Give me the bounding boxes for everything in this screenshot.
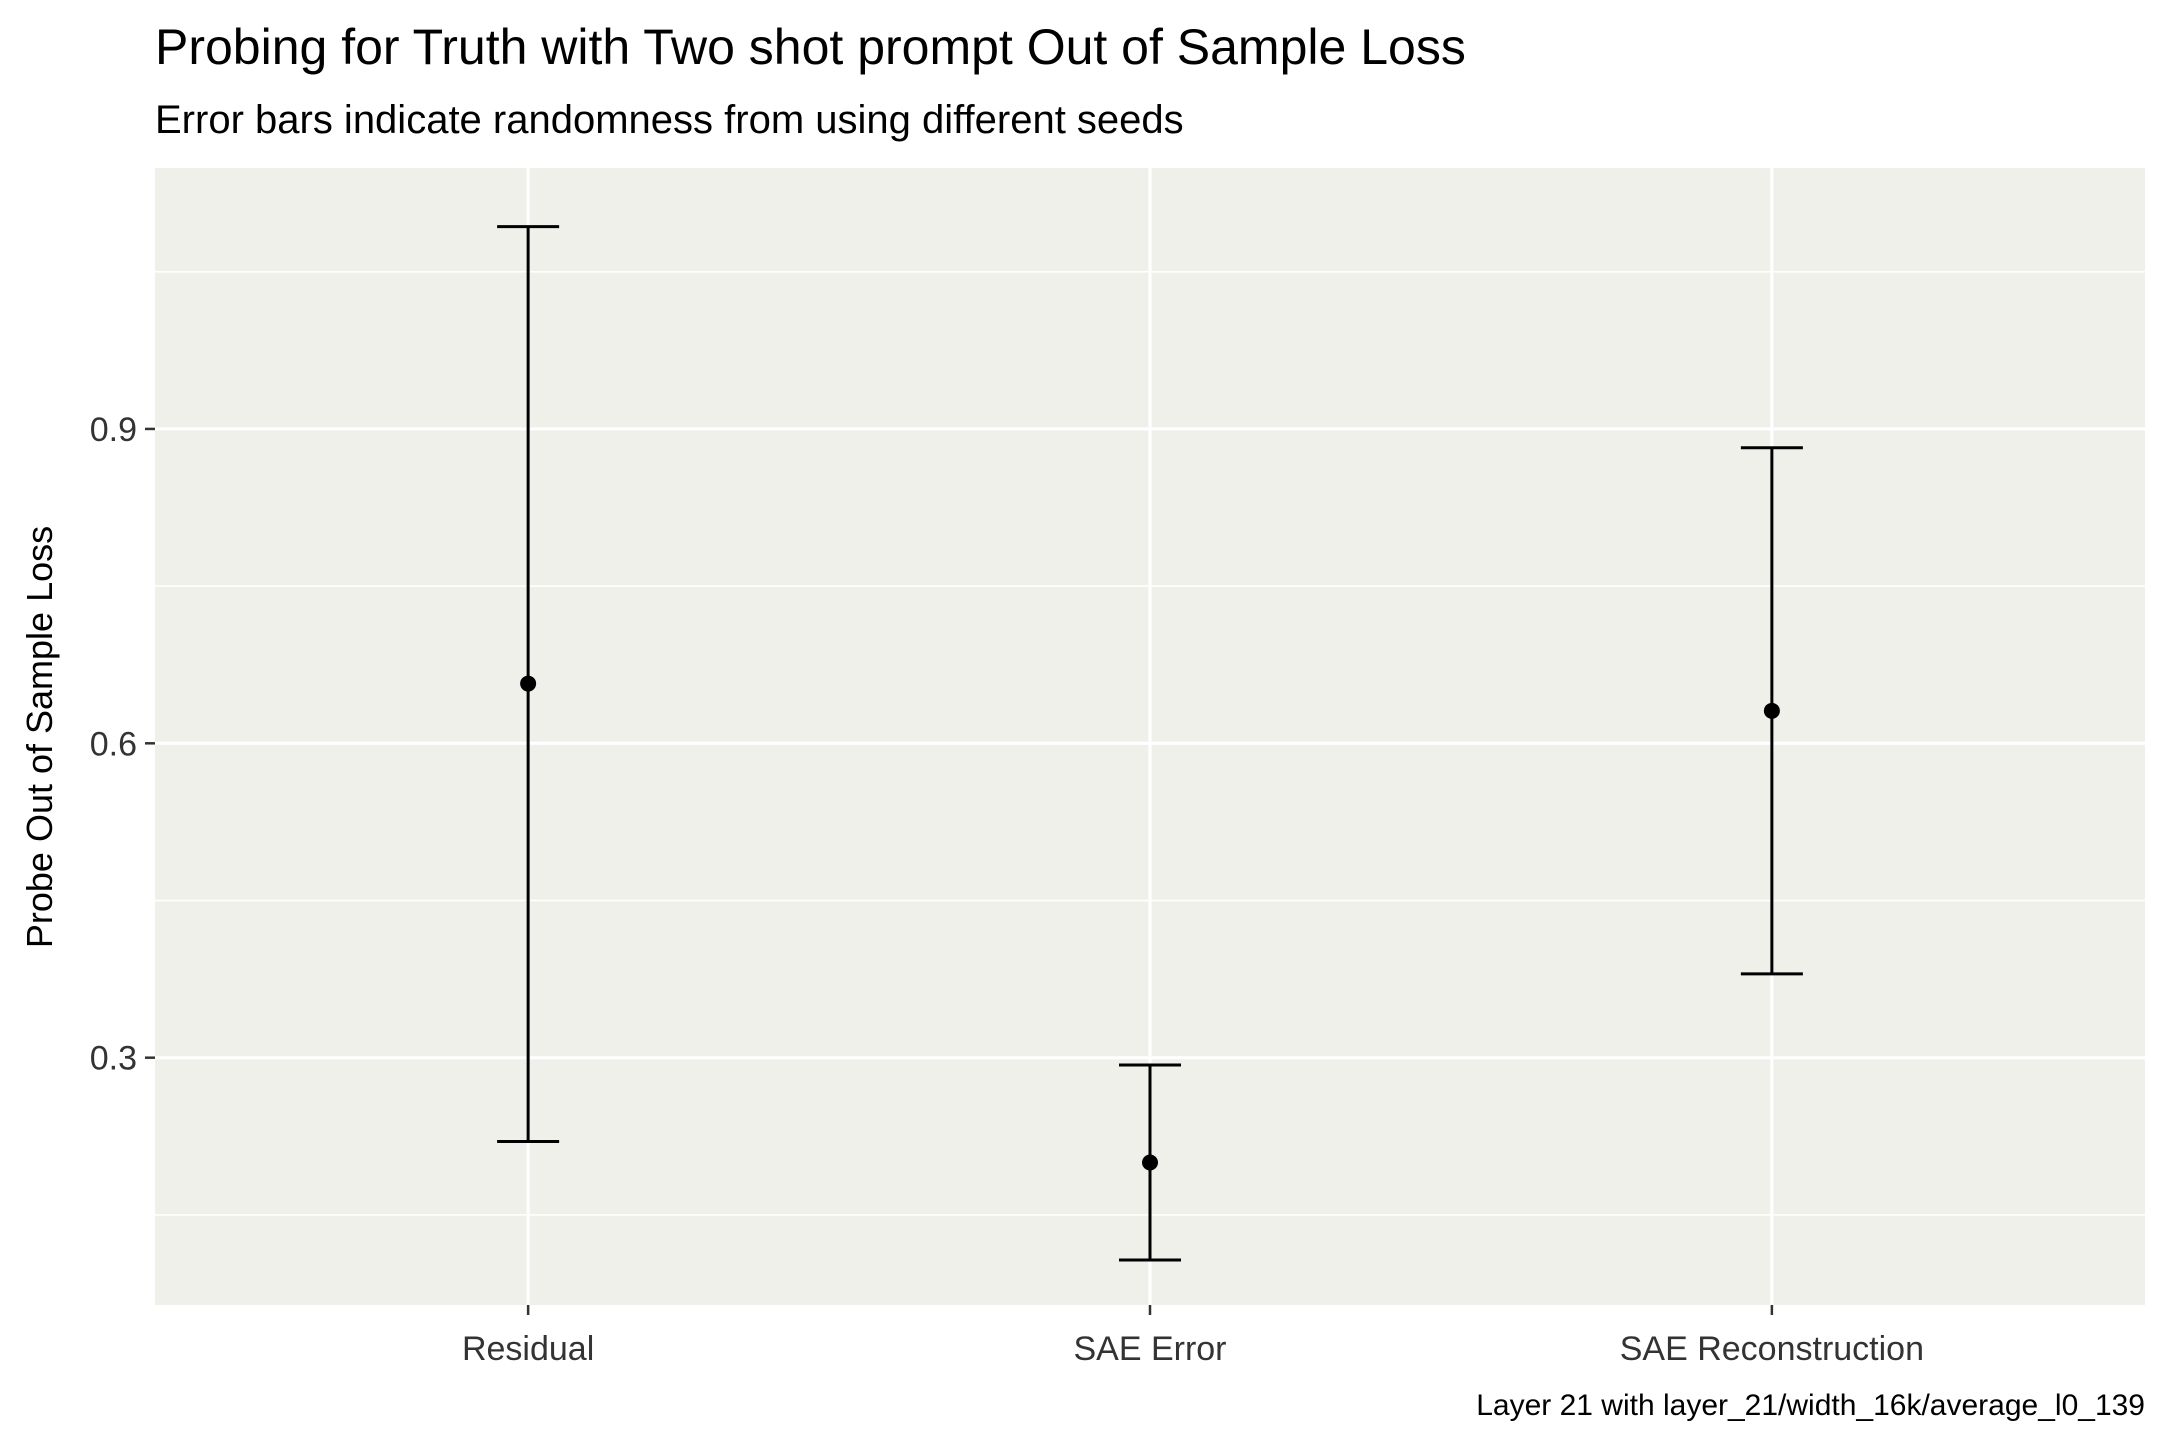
mean-point [1142, 1154, 1158, 1171]
x-tick-label: SAE Reconstruction [1620, 1330, 1924, 1368]
axes: 0.3 0.6 0.9 Residual SAE Error SAE Reconstruc… [90, 411, 1924, 1368]
y-tick-label: 0.9 [90, 411, 137, 449]
errorbar-sae-reconstruction [1740, 446, 1803, 976]
x-tick-label: SAE Error [1073, 1330, 1226, 1368]
x-tick-label: Residual [462, 1330, 594, 1368]
mean-point [520, 675, 537, 692]
errorbar-sae-error [1119, 1063, 1181, 1262]
y-tick-label: 0.6 [90, 725, 137, 763]
data-marks [497, 225, 1803, 1262]
y-tick-label: 0.3 [90, 1040, 137, 1078]
mean-point [1763, 702, 1780, 719]
errorbar-residual [497, 225, 560, 1144]
y-axis-title: Probe Out of Sample Loss [19, 526, 60, 948]
chart-caption: Layer 21 with layer_21/width_16k/average… [1476, 1389, 2145, 1422]
chart-title: Probing for Truth with Two shot prompt O… [155, 19, 1466, 75]
chart-subtitle: Error bars indicate randomness from usin… [155, 98, 1184, 142]
